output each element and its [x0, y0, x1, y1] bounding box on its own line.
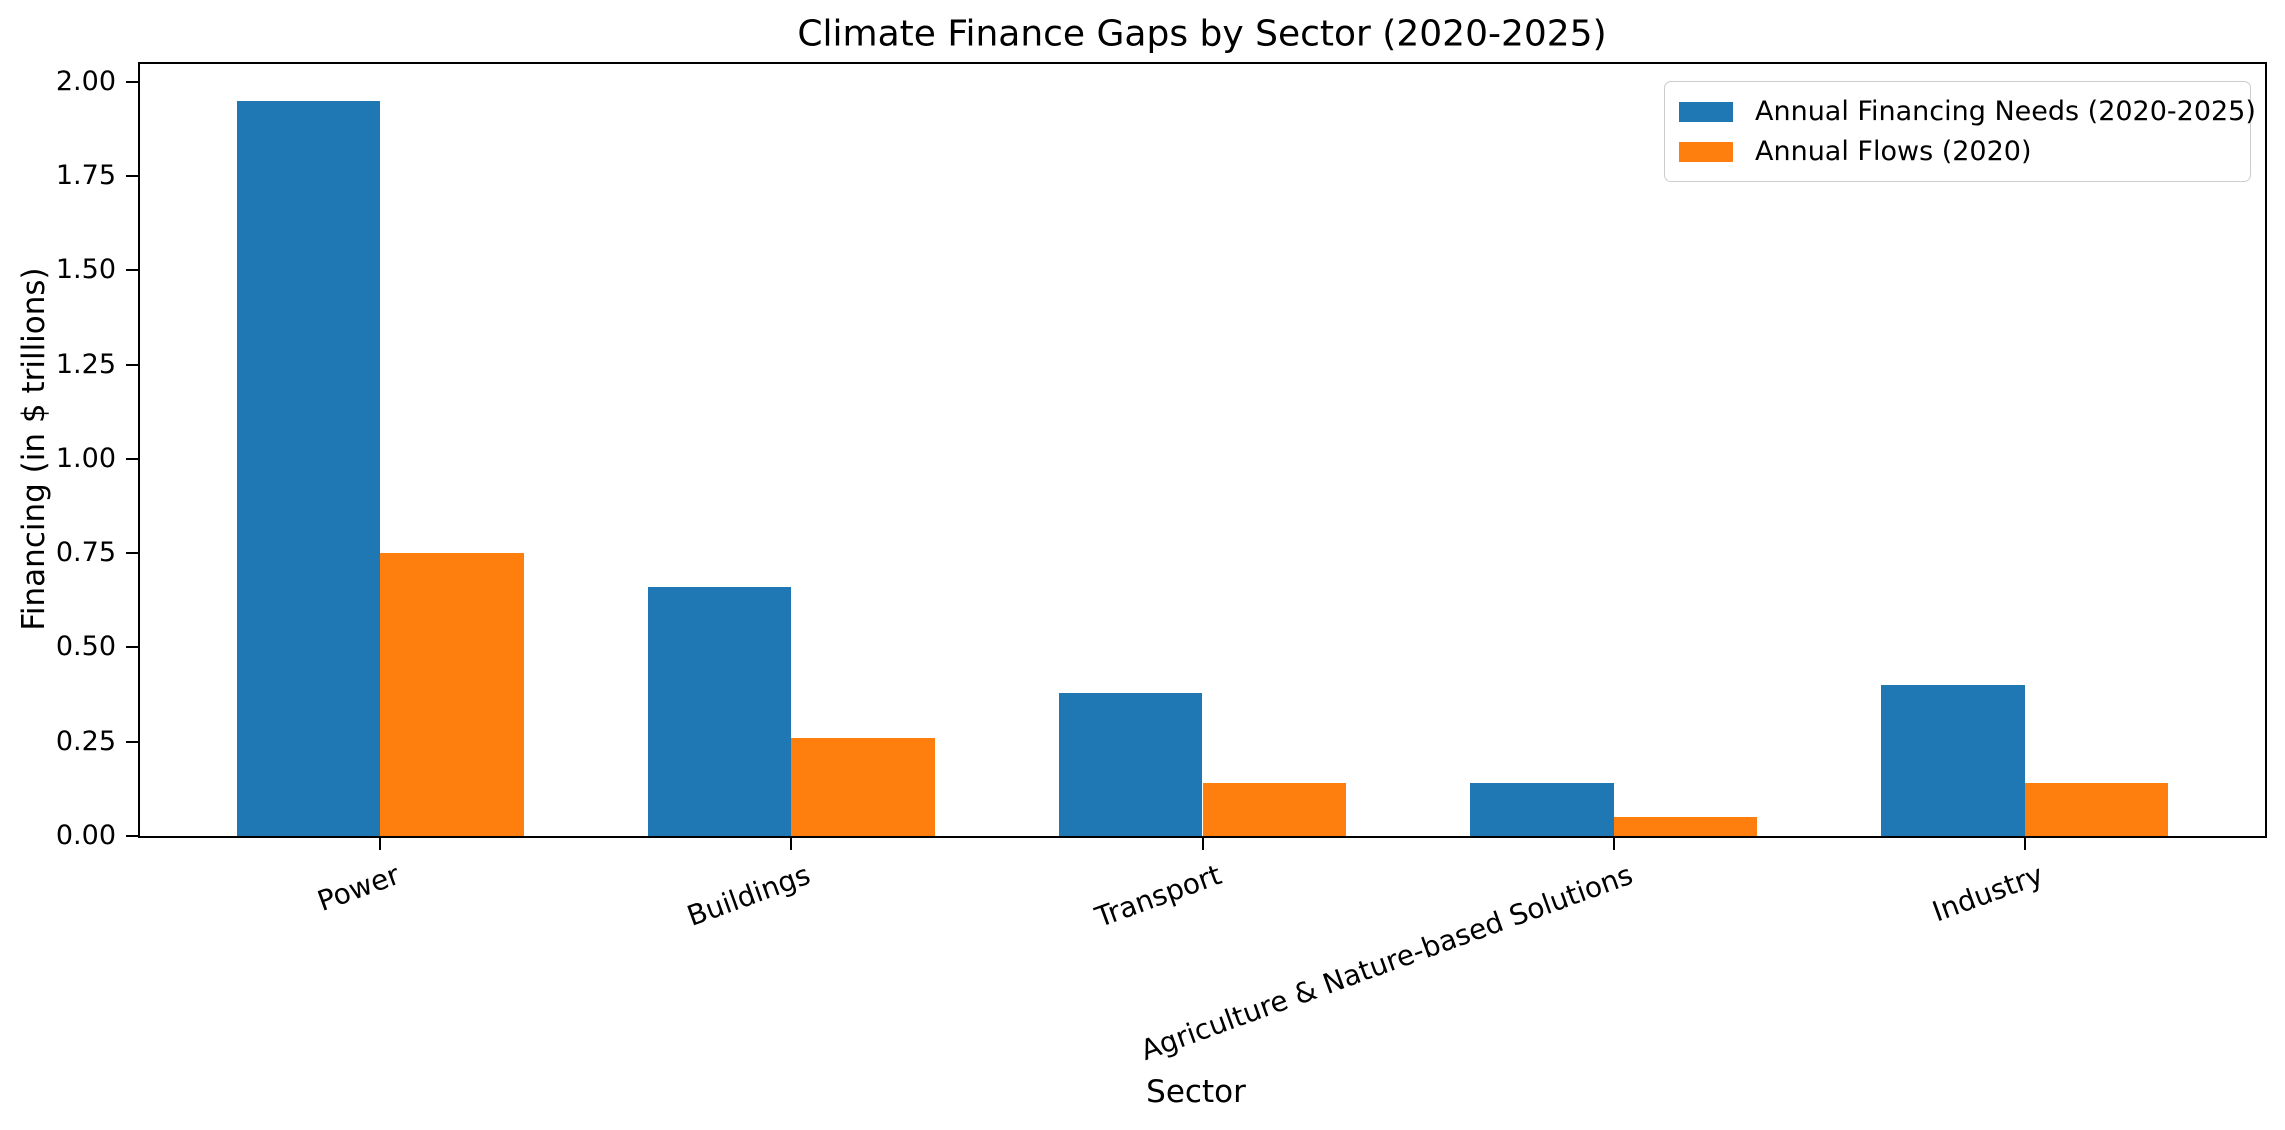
bar — [791, 737, 936, 836]
x-axis-tick — [379, 838, 382, 850]
bar — [1202, 783, 1347, 836]
bar — [2024, 783, 2169, 836]
bar — [236, 100, 381, 836]
legend-item: Annual Financing Needs (2020-2025) — [1679, 95, 2256, 128]
legend-item: Annual Flows (2020) — [1679, 135, 2236, 168]
bar — [1613, 817, 1758, 836]
legend-color-swatch — [1679, 141, 1733, 162]
bar — [1058, 692, 1203, 836]
legend: Annual Financing Needs (2020-2025) Annua… — [1664, 81, 2256, 182]
bar — [380, 553, 525, 836]
x-tick-label: Transport — [1091, 858, 1226, 934]
x-axis-tick — [1612, 838, 1615, 850]
y-axis-tick — [126, 646, 138, 649]
bar — [1880, 685, 2025, 836]
bar — [1469, 783, 1614, 836]
y-axis-tick — [126, 363, 138, 366]
y-tick-label: 2.00 — [55, 65, 116, 97]
bar — [647, 587, 792, 836]
y-axis-tick — [126, 80, 138, 83]
y-tick-label: 1.75 — [55, 160, 116, 192]
x-tick-label: Industry — [1928, 858, 2048, 929]
chart-title: Climate Finance Gaps by Sector (2020-202… — [797, 13, 1607, 55]
y-axis-tick — [126, 175, 138, 178]
y-tick-label: 0.75 — [55, 537, 116, 569]
y-tick-label: 1.25 — [55, 348, 116, 380]
x-axis-tick — [2023, 838, 2026, 850]
x-axis-tick — [790, 838, 793, 850]
legend-color-swatch — [1679, 101, 1733, 122]
x-axis-tick — [1201, 838, 1204, 850]
x-tick-label: Buildings — [683, 858, 815, 933]
y-axis-tick — [126, 835, 138, 837]
legend-label: Annual Flows (2020) — [1755, 136, 2032, 167]
y-axis-label: Financing (in $ trillions) — [16, 267, 52, 631]
y-axis-tick — [126, 740, 138, 743]
plot-area: 0.00 0.25 0.50 0.75 1.00 1.25 1.50 1.75 2.00 — [56, 62, 2267, 851]
x-axis-label: Sector — [1146, 1074, 1246, 1110]
y-axis-tick — [126, 269, 138, 272]
y-axis-tick — [126, 457, 138, 460]
y-tick-label: 1.00 — [55, 442, 116, 474]
y-tick-label: 1.50 — [55, 254, 116, 286]
y-tick-label: 0.50 — [55, 631, 116, 663]
x-tick-label: Power — [312, 858, 404, 918]
y-tick-label: 0.25 — [55, 725, 116, 757]
y-tick-label: 0.00 — [55, 820, 116, 851]
y-axis-tick — [126, 552, 138, 555]
legend-label: Annual Financing Needs (2020-2025) — [1755, 96, 2256, 127]
